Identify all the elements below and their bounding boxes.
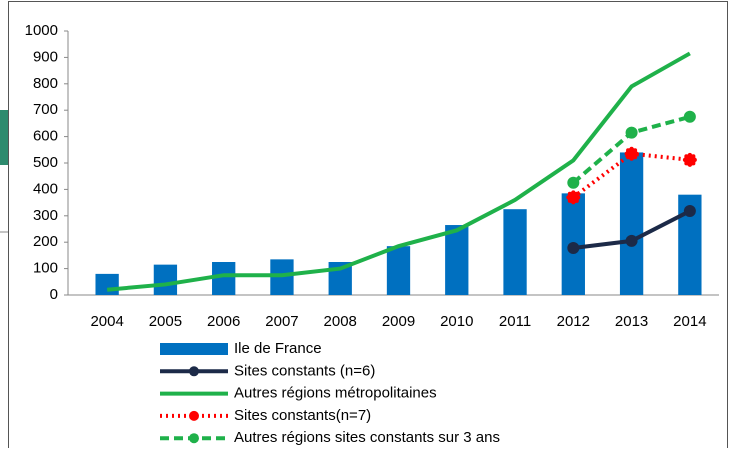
x-tick-label: 2011: [499, 313, 531, 330]
marker: [683, 153, 696, 166]
side-decoration: [0, 110, 8, 165]
legend-label: Autres régions sites constants sur 3 ans: [234, 429, 500, 446]
bar: [619, 152, 644, 295]
y-tick-label: 200: [33, 233, 58, 250]
legend-marker: [189, 433, 199, 444]
legend-label: Ile de France: [234, 340, 322, 357]
legend-label: Sites constants (n=6): [234, 362, 375, 379]
legend-label: Sites constants(n=7): [234, 407, 371, 424]
y-tick-label: 800: [33, 75, 58, 92]
bar: [212, 262, 236, 295]
x-tick-label: 2013: [615, 313, 648, 330]
legend-label: Autres régions métropolitaines: [234, 385, 437, 402]
x-tick-label: 2008: [324, 313, 357, 330]
legend-marker: [189, 366, 199, 377]
x-tick-label: 2006: [207, 313, 240, 330]
bar: [95, 273, 119, 295]
marker: [625, 147, 638, 160]
bar: [503, 209, 527, 295]
x-tick-label: 2007: [265, 313, 298, 330]
y-tick-label: 900: [33, 48, 58, 65]
legend-swatch: [160, 343, 228, 355]
y-tick-label: 100: [33, 260, 58, 277]
bar: [678, 194, 702, 295]
y-tick-label: 1000: [25, 22, 58, 39]
x-tick-label: 2005: [149, 313, 182, 330]
bar: [386, 246, 411, 295]
marker: [625, 126, 638, 139]
y-tick-label: 0: [50, 286, 58, 303]
y-tick-label: 300: [33, 207, 58, 224]
legend-marker: [189, 410, 199, 421]
x-tick-label: 2004: [90, 313, 123, 330]
marker: [567, 191, 580, 204]
marker: [683, 205, 696, 218]
marker: [683, 110, 696, 123]
x-tick-label: 2009: [382, 313, 415, 330]
marker: [567, 242, 580, 255]
bar: [153, 264, 178, 295]
y-tick-label: 400: [33, 180, 58, 197]
y-tick-label: 500: [33, 154, 58, 171]
marker: [625, 234, 638, 247]
marker: [567, 176, 580, 189]
y-tick-label: 700: [33, 101, 58, 118]
y-tick-label: 600: [33, 128, 58, 145]
x-tick-label: 2014: [673, 313, 706, 330]
x-tick-label: 2010: [440, 313, 473, 330]
x-tick-label: 2012: [557, 313, 590, 330]
chart-border: [8, 1, 728, 453]
bar: [445, 225, 469, 295]
line: [106, 51, 691, 292]
